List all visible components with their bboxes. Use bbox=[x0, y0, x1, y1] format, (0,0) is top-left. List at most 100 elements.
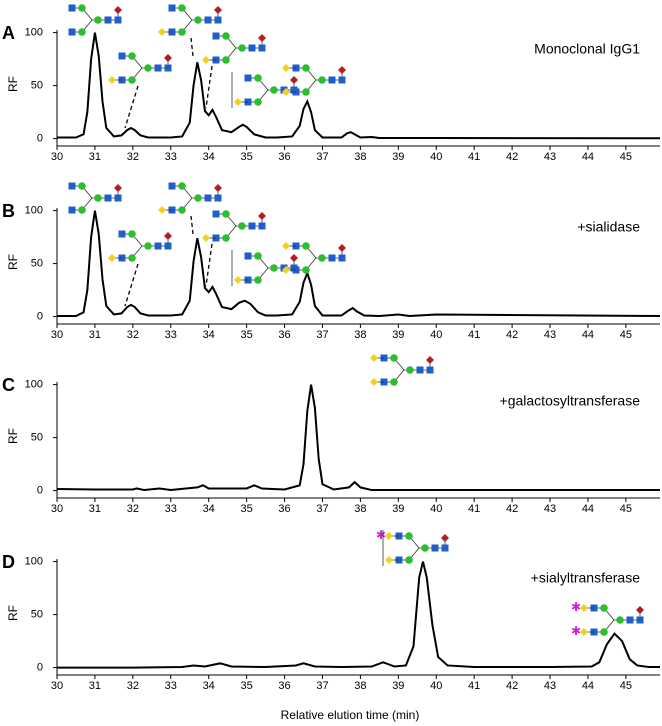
diamond bbox=[114, 184, 122, 192]
mannose bbox=[254, 98, 262, 106]
diamond bbox=[202, 234, 210, 242]
x-tick-label: 39 bbox=[392, 680, 404, 692]
x-tick-label: 38 bbox=[354, 329, 366, 341]
x-tick-label: 40 bbox=[430, 329, 442, 341]
glcnac bbox=[338, 76, 346, 84]
x-tick-label: 36 bbox=[278, 503, 290, 515]
mannose bbox=[302, 64, 310, 72]
glycan-icon bbox=[202, 210, 266, 242]
mannose bbox=[270, 264, 278, 272]
diamond bbox=[108, 254, 116, 262]
glcnac bbox=[244, 252, 252, 260]
y-tick-label: 50 bbox=[31, 79, 43, 91]
mannose bbox=[390, 378, 398, 386]
diamond bbox=[164, 232, 172, 240]
glycan-icon bbox=[68, 182, 122, 214]
glycan-icon bbox=[108, 230, 172, 262]
diamond bbox=[108, 76, 116, 84]
mannose bbox=[238, 44, 246, 52]
x-tick-label: 30 bbox=[51, 680, 63, 692]
glcnac bbox=[104, 16, 112, 24]
x-tick-label: 40 bbox=[430, 503, 442, 515]
diamond bbox=[214, 184, 222, 192]
glcnac bbox=[68, 206, 76, 214]
diamond bbox=[158, 28, 166, 36]
glcnac bbox=[164, 242, 172, 250]
chromatogram-line bbox=[57, 561, 660, 669]
mannose bbox=[128, 254, 136, 262]
mannose bbox=[144, 64, 152, 72]
mannose bbox=[78, 28, 86, 36]
mannose bbox=[421, 544, 429, 552]
x-tick-label: 37 bbox=[316, 503, 328, 515]
x-tick-label: 43 bbox=[544, 329, 556, 341]
x-tick-label: 35 bbox=[240, 503, 252, 515]
mannose bbox=[78, 4, 86, 12]
diamond bbox=[282, 88, 290, 96]
mannose bbox=[254, 252, 262, 260]
mannose bbox=[254, 74, 262, 82]
x-tick-label: 39 bbox=[392, 329, 404, 341]
diamond bbox=[426, 356, 434, 364]
mannose bbox=[302, 266, 310, 274]
glcnac bbox=[104, 194, 112, 202]
sialic-acid: ✱ bbox=[571, 600, 581, 614]
glycan-icon bbox=[68, 4, 122, 36]
leader-line bbox=[124, 85, 139, 129]
glcnac bbox=[441, 544, 449, 552]
glycan-icon: ✱ bbox=[376, 528, 449, 566]
glycan-icon bbox=[282, 64, 346, 96]
x-tick-label: 44 bbox=[582, 151, 594, 163]
annotation: +galactosyltransferase bbox=[500, 393, 641, 409]
mannose bbox=[318, 254, 326, 262]
glcnac bbox=[248, 44, 256, 52]
mannose bbox=[144, 242, 152, 250]
diamond bbox=[290, 254, 298, 262]
glcnac bbox=[168, 4, 176, 12]
mannose bbox=[128, 76, 136, 84]
mannose bbox=[178, 206, 186, 214]
glcnac bbox=[114, 16, 122, 24]
x-tick-label: 35 bbox=[240, 151, 252, 163]
x-tick-label: 43 bbox=[544, 680, 556, 692]
y-tick-label: 0 bbox=[37, 661, 43, 673]
glcnac bbox=[154, 242, 162, 250]
y-tick-label: 0 bbox=[37, 484, 43, 496]
sialic-acid: ✱ bbox=[376, 528, 386, 542]
x-tick-label: 44 bbox=[582, 329, 594, 341]
x-tick-label: 45 bbox=[620, 680, 632, 692]
x-tick-label: 37 bbox=[316, 680, 328, 692]
diamond bbox=[234, 98, 242, 106]
x-tick-label: 30 bbox=[51, 329, 63, 341]
annotation: Monoclonal IgG1 bbox=[534, 41, 640, 57]
diamond bbox=[636, 606, 644, 614]
glcnac bbox=[68, 4, 76, 12]
y-tick-label: 50 bbox=[31, 608, 43, 620]
x-tick-label: 33 bbox=[165, 503, 177, 515]
x-tick-label: 37 bbox=[316, 329, 328, 341]
glcnac bbox=[626, 616, 634, 624]
mannose bbox=[128, 52, 136, 60]
x-tick-label: 41 bbox=[468, 151, 480, 163]
mannose bbox=[270, 86, 278, 94]
glcnac bbox=[328, 76, 336, 84]
y-tick-label: 100 bbox=[25, 205, 43, 217]
x-tick-label: 35 bbox=[240, 680, 252, 692]
glcnac bbox=[338, 254, 346, 262]
glcnac bbox=[204, 16, 212, 24]
diamond bbox=[214, 6, 222, 14]
x-tick-label: 38 bbox=[354, 151, 366, 163]
x-tick-label: 34 bbox=[203, 503, 215, 515]
diamond bbox=[580, 628, 588, 636]
diamond bbox=[385, 532, 393, 540]
mannose bbox=[600, 604, 608, 612]
glycan-icon bbox=[158, 4, 222, 36]
mannose bbox=[600, 628, 608, 636]
glycan-icon bbox=[158, 182, 222, 214]
mannose bbox=[318, 76, 326, 84]
glycan-icon bbox=[231, 72, 298, 108]
leader-line bbox=[205, 65, 213, 109]
x-tick-label: 35 bbox=[240, 329, 252, 341]
x-tick-label: 45 bbox=[620, 329, 632, 341]
x-tick-label: 36 bbox=[278, 680, 290, 692]
